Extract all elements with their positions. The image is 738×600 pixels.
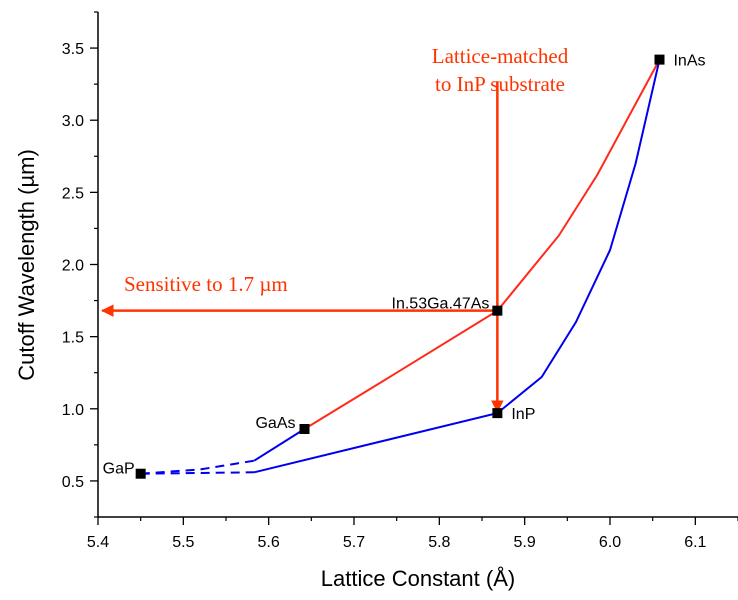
curve-2 — [253, 59, 661, 474]
point-marker-in-53ga-47as — [492, 305, 503, 316]
annotation-text-sensitive: Sensitive to 1.7 µm — [124, 272, 288, 296]
y-tick-label: 3.5 — [62, 41, 84, 58]
x-axis-title: Lattice Constant (Å) — [321, 566, 515, 591]
point-label-in-53ga-47as: In.53Ga.47As — [392, 296, 490, 313]
dashed-curve-4 — [140, 471, 255, 475]
y-tick-label: 1.0 — [62, 402, 84, 419]
x-tick-label: 6.1 — [684, 534, 706, 551]
x-tick-label: 5.7 — [343, 534, 365, 551]
y-tick-label: 2.5 — [62, 185, 84, 202]
y-tick-label: 2.0 — [62, 258, 84, 275]
y-tick-label: 0.5 — [62, 474, 84, 491]
y-tick-label: 3.0 — [62, 113, 84, 130]
x-tick-label: 5.8 — [428, 534, 450, 551]
point-label-inas: InAs — [673, 53, 705, 70]
y-tick-label: 1.5 — [62, 330, 84, 347]
y-axis-title: Cutoff Wavelength (µm) — [14, 149, 39, 381]
x-tick-label: 5.4 — [87, 534, 109, 551]
x-tick-label: 5.5 — [172, 534, 194, 551]
point-label-inp: InP — [511, 406, 535, 423]
point-marker-gap — [135, 468, 146, 479]
annotation-text-lattice-matched: to InP substrate — [435, 72, 565, 96]
point-label-gap: GaP — [103, 461, 135, 478]
x-tick-label: 6.0 — [599, 534, 621, 551]
curve-1 — [253, 428, 306, 462]
x-tick-label: 5.9 — [514, 534, 536, 551]
x-tick-label: 5.6 — [258, 534, 280, 551]
point-label-gaas: GaAs — [255, 415, 295, 432]
point-marker-gaas — [299, 423, 310, 434]
point-marker-inas — [654, 54, 665, 65]
curve-0 — [303, 59, 661, 430]
dashed-curve-3 — [140, 459, 255, 475]
point-marker-inp — [492, 408, 503, 419]
annotation-text-lattice-matched: Lattice-matched — [432, 44, 569, 68]
